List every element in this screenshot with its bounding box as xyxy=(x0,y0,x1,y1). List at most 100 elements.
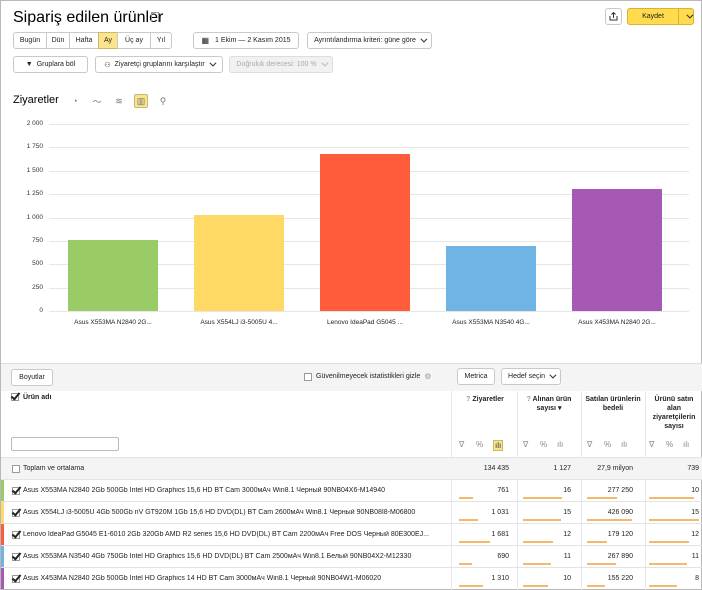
percent-icon[interactable]: % xyxy=(540,440,548,449)
bar-icon[interactable]: ılı xyxy=(557,440,564,449)
checkbox[interactable] xyxy=(12,575,20,583)
product-name-label: Ürün adı xyxy=(23,393,52,401)
checkbox[interactable] xyxy=(12,487,20,495)
total-buyers: 739 xyxy=(687,465,699,472)
col-items-label: Alınan ürün sayısı xyxy=(532,396,572,412)
dimensions-button[interactable]: Boyutlar xyxy=(11,369,53,386)
y-tick-label: 0 xyxy=(39,307,43,314)
cell-value: 1 681 xyxy=(491,531,509,538)
checkbox[interactable] xyxy=(12,465,20,473)
bar-icon[interactable]: ılı xyxy=(493,440,504,451)
filter-icon[interactable]: ∇ xyxy=(523,440,529,449)
metric-bar xyxy=(459,541,490,543)
save-dropdown-button[interactable] xyxy=(678,8,694,25)
help-icon: ? xyxy=(526,396,531,403)
period-tab[interactable]: Bugün xyxy=(13,32,47,49)
accuracy-dropdown[interactable]: Doğruluk derecesi: 100 % xyxy=(229,56,333,73)
x-tick-label: Asus X553MA N2840 2G... xyxy=(74,319,152,326)
metrica-button[interactable]: Metrica xyxy=(457,368,495,385)
line-chart-icon[interactable]: 〜 xyxy=(92,96,102,107)
area-chart-icon[interactable]: ≋ xyxy=(115,95,123,106)
checkbox[interactable] xyxy=(12,509,20,517)
bar[interactable] xyxy=(194,214,284,311)
checkbox[interactable] xyxy=(304,372,312,381)
metric-bar xyxy=(459,497,473,499)
share-button[interactable] xyxy=(605,8,622,25)
checkbox[interactable] xyxy=(11,393,19,401)
chevron-down-icon xyxy=(420,35,428,43)
table-row[interactable]: Asus X453MA N2840 2Gb 500Gb Intel HD Gra… xyxy=(1,567,702,589)
x-tick-label: Asus X553MA N3540 4G... xyxy=(452,319,530,326)
bar[interactable] xyxy=(320,153,410,311)
metric-bar xyxy=(459,585,483,587)
filter-icon[interactable]: ∇ xyxy=(459,440,465,449)
pie-chart-icon[interactable]: ◔ xyxy=(72,96,78,106)
filter-icon[interactable]: ∇ xyxy=(587,440,593,449)
bar-chart-icon[interactable]: ▥ xyxy=(134,94,148,108)
bar[interactable] xyxy=(572,188,662,311)
cell-value: 12 xyxy=(691,531,699,538)
y-tick-label: 1 500 xyxy=(26,166,43,174)
product-name-header[interactable]: Ürün adı xyxy=(11,393,51,401)
x-tick-label: Asus X453MA N2840 2G... xyxy=(578,319,656,326)
map-icon[interactable]: ⚲ xyxy=(159,95,167,106)
col-revenue[interactable]: Satılan ürünlerin bedeli xyxy=(585,396,641,412)
product-name: Asus X453MA N2840 2Gb 500Gb Intel HD Gra… xyxy=(23,575,382,582)
search-input[interactable] xyxy=(11,437,119,451)
period-tab[interactable]: Hafta xyxy=(69,32,99,49)
period-tab[interactable]: Dün xyxy=(46,32,70,49)
cell-value: 12 xyxy=(563,531,571,538)
filter-icon[interactable]: ∇ xyxy=(649,440,655,449)
chevron-down-icon xyxy=(685,11,693,19)
percent-icon[interactable]: % xyxy=(604,440,612,449)
bar[interactable] xyxy=(68,239,158,311)
bookmark-icon[interactable] xyxy=(151,12,159,22)
goal-label: Hedef seçin xyxy=(508,373,545,380)
table-row[interactable]: Lenovo IdeaPad G5045 E1-6010 2Gb 320Gb A… xyxy=(1,523,702,545)
percent-icon[interactable]: % xyxy=(476,440,484,449)
chevron-down-icon xyxy=(209,59,217,67)
color-stripe xyxy=(1,546,4,567)
checkbox[interactable] xyxy=(12,553,20,561)
percent-icon[interactable]: % xyxy=(666,440,674,449)
page-title: Sipariş edilen ürünler xyxy=(13,9,164,26)
gridline xyxy=(49,311,689,312)
col-visits[interactable]: ? Ziyaretler xyxy=(456,395,514,404)
compare-label: Ziyaretçi gruplarını karşılaştır xyxy=(114,61,205,68)
metric-bar xyxy=(523,519,561,521)
product-name: Asus X554LJ i3-5005U 4Gb 500Gb nV GT920M… xyxy=(23,509,416,516)
metric-bar xyxy=(459,563,472,565)
product-name: Lenovo IdeaPad G5045 E1-6010 2Gb 320Gb A… xyxy=(23,531,429,538)
compare-button[interactable]: ⚇ Ziyaretçi gruplarını karşılaştır xyxy=(95,56,223,73)
table-row[interactable]: Asus X553MA N2840 2Gb 500Gb Intel HD Gra… xyxy=(1,479,702,501)
bar-icon[interactable]: ılı xyxy=(683,440,690,449)
checkbox[interactable] xyxy=(12,531,20,539)
period-tab[interactable]: Ay xyxy=(98,32,118,49)
goal-dropdown[interactable]: Hedef seçin xyxy=(501,368,561,385)
y-tick-label: 750 xyxy=(32,236,43,244)
cell-value: 267 890 xyxy=(607,553,633,560)
gear-icon[interactable]: ⚙ xyxy=(424,372,432,381)
metric-bar xyxy=(649,541,689,543)
metric-bar xyxy=(523,563,551,565)
period-tab[interactable]: Üç ay xyxy=(117,32,151,49)
users-icon: ⚇ xyxy=(104,61,111,69)
accuracy-label: Doğruluk derecesi: 100 % xyxy=(236,61,317,68)
cell-value: 11 xyxy=(563,553,571,560)
metric-bar xyxy=(649,497,694,499)
period-tab[interactable]: Yıl xyxy=(150,32,172,49)
detail-dropdown[interactable]: Ayrıntılandırma kriteri: güne göre xyxy=(307,32,432,49)
table-row[interactable]: Asus X554LJ i3-5005U 4Gb 500Gb nV GT920M… xyxy=(1,501,702,523)
hide-unreliable-toggle[interactable]: Güvenilmeyecek istatistikleri gizle ⚙ xyxy=(304,372,431,381)
filter-icon: ▼ xyxy=(25,61,33,68)
bar[interactable] xyxy=(446,246,536,311)
col-items[interactable]: ? Alınan ürün sayısı ▾ xyxy=(521,395,577,413)
col-buyers[interactable]: Ürünü satın alan ziyaretçilerin sayısı xyxy=(652,396,696,430)
metric-bar xyxy=(459,519,478,521)
bar-icon[interactable]: ılı xyxy=(621,440,628,449)
group-button[interactable]: ▼ Gruplara böl xyxy=(13,56,88,73)
date-range-button[interactable]: ▦ 1 Ekim — 2 Kasım 2015 xyxy=(193,32,299,49)
save-button[interactable]: Kaydet xyxy=(627,8,679,25)
table-row[interactable]: Asus X553MA N3540 4Gb 750Gb Intel HD Gra… xyxy=(1,545,702,567)
cell-value: 690 xyxy=(497,553,509,560)
